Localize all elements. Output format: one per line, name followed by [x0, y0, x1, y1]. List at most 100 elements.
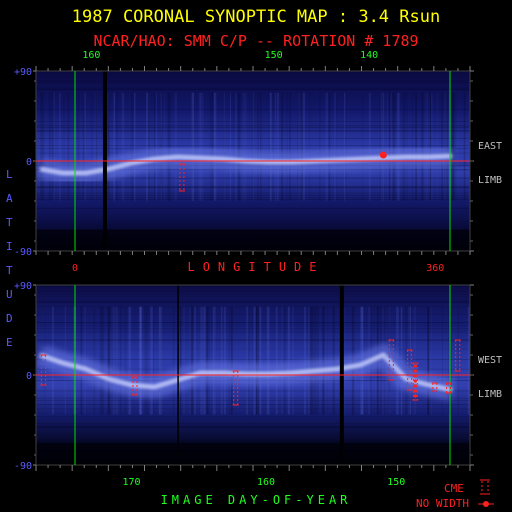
texture-streak	[36, 306, 38, 415]
texture-line	[36, 194, 470, 196]
cme-event-marker	[178, 163, 185, 192]
texture-streak	[281, 92, 283, 201]
texture-streak	[205, 306, 208, 415]
texture-line	[36, 408, 470, 410]
texture-streak	[252, 92, 254, 201]
texture-streak	[253, 306, 256, 415]
texture-streak	[77, 92, 80, 201]
texture-streak	[96, 92, 98, 201]
texture-streak	[106, 92, 108, 201]
texture-streak	[131, 92, 134, 201]
texture-streak	[139, 306, 141, 415]
texture-line	[36, 359, 470, 360]
texture-streak	[128, 306, 131, 415]
texture-line	[36, 187, 470, 189]
texture-streak	[132, 92, 134, 201]
texture-streak	[115, 306, 118, 415]
texture-line	[36, 186, 470, 188]
texture-streak	[405, 306, 407, 415]
panel-west-limb: +90 0 -90 WEST LIMB 170 160 150	[14, 281, 502, 488]
texture-streak	[427, 306, 430, 415]
texture-line	[36, 87, 470, 89]
texture-streak	[467, 306, 470, 415]
texture-streak	[189, 306, 191, 415]
texture-line	[36, 324, 470, 326]
doy-tick-label: 150	[387, 477, 405, 488]
no-width-legend-marker	[478, 501, 494, 507]
texture-streak	[410, 306, 411, 415]
texture-streak	[202, 92, 204, 201]
texture-streak	[448, 306, 451, 415]
cme-event-marker	[445, 382, 452, 394]
texture-line	[36, 186, 470, 188]
texture-streak	[259, 306, 262, 415]
texture-streak	[452, 92, 455, 201]
cme-event-marker	[406, 349, 413, 391]
texture-streak	[158, 306, 162, 415]
texture-streak	[242, 92, 245, 201]
texture-streak	[129, 92, 131, 201]
texture-line	[36, 285, 470, 287]
texture-line	[36, 197, 470, 199]
texture-streak	[427, 306, 429, 415]
texture-streak	[113, 92, 116, 201]
texture-streak	[214, 92, 217, 201]
latitude-label-letter: U	[6, 288, 13, 301]
figure-title: 1987 CORONAL SYNOPTIC MAP : 3.4 Rsun	[72, 7, 440, 27]
texture-line	[36, 89, 470, 91]
texture-streak	[287, 306, 290, 415]
texture-line	[36, 399, 470, 401]
texture-streak	[140, 306, 143, 415]
texture-line	[36, 108, 470, 110]
cme-event-marker	[388, 339, 395, 381]
texture-streak	[63, 92, 65, 201]
texture-line	[36, 186, 470, 187]
texture-streak	[384, 92, 386, 201]
cme-event-marker	[454, 339, 461, 372]
texture-line	[36, 306, 470, 307]
texture-line	[36, 89, 470, 90]
texture-streak	[91, 92, 93, 201]
texture-streak	[223, 92, 225, 201]
texture-streak	[301, 92, 303, 201]
texture-streak	[361, 92, 364, 201]
texture-streak	[156, 92, 157, 201]
texture-streak	[281, 306, 283, 415]
texture-line	[36, 80, 470, 82]
texture-streak	[275, 306, 278, 415]
texture-streak	[233, 92, 234, 201]
texture-streak	[159, 306, 161, 415]
texture-line	[36, 442, 470, 444]
texture-streak	[211, 92, 214, 201]
y-tick-label: +90	[14, 281, 32, 292]
texture-streak	[453, 92, 457, 201]
texture-streak	[228, 306, 230, 415]
cme-legend-label: CME	[444, 482, 464, 495]
texture-streak	[146, 92, 149, 201]
texture-line	[36, 427, 470, 428]
texture-streak	[146, 92, 148, 201]
texture-streak	[108, 306, 110, 415]
texture-streak	[144, 306, 147, 415]
texture-streak	[431, 306, 432, 415]
doy-tick-label: 160	[257, 477, 275, 488]
top-axis-tick-label: 150	[265, 50, 283, 61]
texture-streak	[112, 306, 115, 415]
texture-streak	[146, 306, 149, 415]
texture-line	[36, 199, 470, 200]
texture-streak	[292, 306, 294, 415]
texture-line	[36, 330, 470, 332]
doy-tick-label: 170	[122, 477, 140, 488]
texture-streak	[198, 92, 201, 201]
texture-streak	[204, 306, 206, 415]
texture-streak	[382, 92, 384, 201]
texture-streak	[182, 306, 186, 415]
texture-streak	[380, 92, 381, 201]
y-tick-label: -90	[14, 247, 32, 258]
texture-streak	[180, 306, 181, 415]
cme-no-width-dot	[413, 364, 417, 368]
texture-streak	[99, 306, 103, 415]
texture-streak	[83, 92, 86, 201]
